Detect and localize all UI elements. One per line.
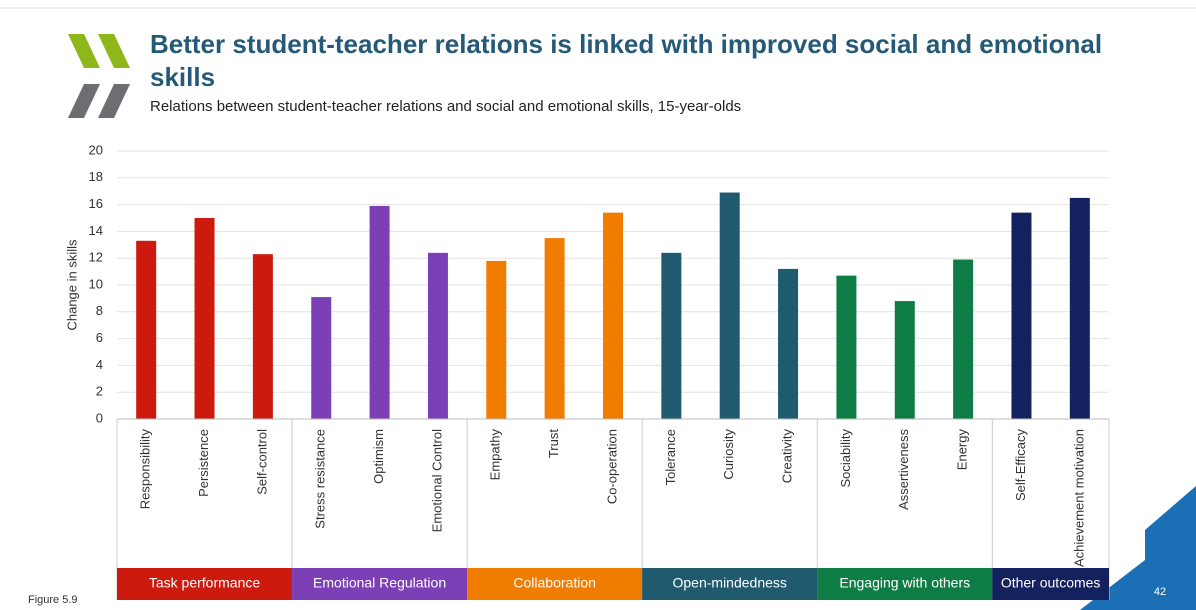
x-tick-label: Stress resistance <box>313 429 328 529</box>
logo <box>68 34 130 118</box>
x-tick-label: Optimism <box>371 429 386 484</box>
bar <box>894 301 915 419</box>
group-band <box>992 568 1109 600</box>
bar <box>836 275 857 419</box>
bar <box>136 240 157 419</box>
y-tick-label: 6 <box>96 330 103 345</box>
y-tick-label: 2 <box>96 384 103 399</box>
y-axis-label: Change in skills <box>64 239 79 331</box>
y-tick-label: 8 <box>96 303 103 318</box>
group-label: Open-mindedness <box>673 575 787 591</box>
corner-shape <box>1080 486 1196 610</box>
x-tick-label: Achievement motivation <box>1071 429 1086 567</box>
bar <box>194 218 215 419</box>
group-label: Other outcomes <box>1001 575 1101 591</box>
x-tick-label: Sociability <box>838 429 853 488</box>
x-tick-label: Empathy <box>488 429 503 481</box>
x-tick-label: Curiosity <box>721 429 736 480</box>
x-tick-label: Co-operation <box>604 429 619 504</box>
x-tick-label: Self-Efficacy <box>1013 429 1028 502</box>
group-label: Emotional Regulation <box>313 575 446 591</box>
x-tick-label: Tolerance <box>663 429 678 485</box>
y-tick-label: 14 <box>89 223 103 238</box>
bar <box>486 260 507 419</box>
bar <box>369 205 390 419</box>
x-tick-label: Persistence <box>196 429 211 497</box>
x-tick-label: Responsibility <box>138 429 153 510</box>
bar <box>603 212 623 419</box>
y-tick-label: 16 <box>89 196 103 211</box>
bar <box>544 238 565 419</box>
x-tick-label: Self-control <box>254 429 269 495</box>
x-tick-label: Trust <box>546 429 561 459</box>
bar <box>311 297 332 419</box>
bar <box>661 252 682 419</box>
x-tick-label: Emotional Control <box>429 429 444 532</box>
bar <box>1011 212 1032 419</box>
group-band <box>642 568 818 600</box>
x-tick-label: Creativity <box>779 429 794 484</box>
x-tick-label: Assertiveness <box>896 429 911 510</box>
group-band <box>292 568 468 600</box>
title: Better student-teacher relations is link… <box>150 29 1103 92</box>
bar <box>953 259 974 419</box>
y-tick-label: 12 <box>89 250 103 265</box>
bar <box>1069 197 1090 419</box>
bar <box>427 252 448 419</box>
bar <box>719 192 740 419</box>
x-tick-label: Energy <box>955 429 970 471</box>
group-label: Collaboration <box>513 575 596 591</box>
group-band <box>817 568 993 600</box>
page-number: 42 <box>1154 586 1166 598</box>
subtitle: Relations between student-teacher relati… <box>150 98 742 115</box>
bar <box>778 268 799 419</box>
y-tick-label: 10 <box>89 276 103 291</box>
y-tick-label: 20 <box>89 142 103 157</box>
bar <box>252 254 273 419</box>
y-tick-label: 0 <box>96 410 103 425</box>
group-label: Engaging with others <box>839 575 970 591</box>
figure-number: Figure 5.9 <box>28 594 78 606</box>
y-tick-label: 4 <box>96 357 103 372</box>
group-band <box>117 568 293 600</box>
group-label: Task performance <box>149 575 260 591</box>
group-band <box>467 568 643 600</box>
y-tick-label: 18 <box>89 169 103 184</box>
